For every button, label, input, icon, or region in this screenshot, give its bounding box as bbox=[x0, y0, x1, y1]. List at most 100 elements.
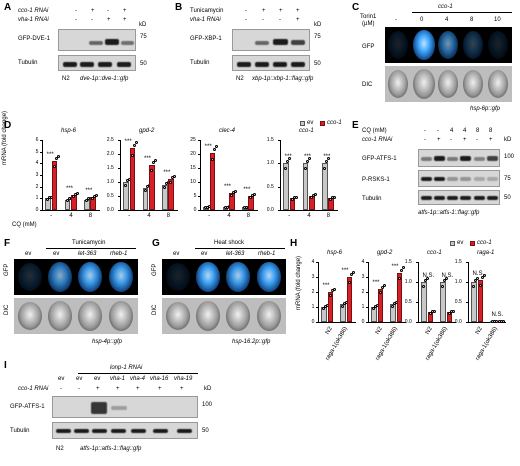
strain-label: hsp-16.2p::gfp bbox=[232, 339, 271, 345]
y-tick bbox=[278, 210, 280, 211]
significance-marker: *** bbox=[204, 143, 212, 150]
row-label: DIC bbox=[362, 82, 373, 88]
y-tick bbox=[366, 307, 368, 308]
x-tick-label: 8 bbox=[326, 213, 331, 219]
bar-cco1 bbox=[129, 148, 136, 210]
y-tick bbox=[416, 262, 418, 263]
significance-marker: *** bbox=[284, 154, 292, 161]
treatment-title: Heat shock bbox=[214, 240, 245, 246]
significance-marker: *** bbox=[163, 170, 171, 177]
row-label: cco-1 RNAi bbox=[18, 386, 49, 392]
data-point bbox=[214, 145, 218, 149]
y-tick-label: 0.0 bbox=[106, 207, 114, 213]
row-label: cco-1 RNAi bbox=[362, 137, 393, 143]
legend-swatch-cco1 bbox=[320, 121, 325, 126]
dose: 8 bbox=[470, 17, 474, 23]
y-tick bbox=[198, 196, 200, 197]
y-tick bbox=[118, 168, 120, 169]
y-tick-label: 20 bbox=[190, 151, 196, 157]
strain-label: atfs-1p::atfs-1::flag::gfp bbox=[418, 210, 480, 216]
blot-image bbox=[418, 170, 500, 187]
significance-marker: N.S. bbox=[472, 271, 485, 277]
col-label: vha-16 bbox=[150, 376, 169, 382]
y-tick bbox=[416, 322, 418, 323]
significance-marker: *** bbox=[224, 184, 232, 191]
blot-image bbox=[232, 29, 310, 51]
y-tick bbox=[118, 196, 120, 197]
blot-label: Tubulin bbox=[18, 60, 38, 66]
y-tick-label: 10 bbox=[190, 179, 196, 185]
y-tick-label: 4 bbox=[35, 160, 39, 167]
y-tick-label: 1.0 bbox=[454, 279, 462, 285]
kd-marker: 50 bbox=[504, 195, 511, 201]
x-axis bbox=[368, 322, 406, 323]
data-point bbox=[95, 194, 99, 198]
sign: + bbox=[96, 386, 100, 392]
data-point bbox=[333, 195, 337, 199]
significance-marker: *** bbox=[322, 283, 330, 289]
x-axis bbox=[280, 210, 338, 211]
x-tick-label: - bbox=[288, 213, 291, 219]
sign: + bbox=[262, 8, 266, 14]
chart-title: raga-1 bbox=[477, 250, 495, 256]
col-label: ev bbox=[173, 251, 180, 257]
y-axis-label: mRNA (fold change) bbox=[296, 255, 302, 310]
x-tick-label: 4 bbox=[69, 213, 73, 219]
strain-label: N2 bbox=[56, 446, 64, 452]
sign: + bbox=[463, 137, 467, 143]
y-tick-label: 2.0 bbox=[106, 151, 114, 157]
panel-label: A bbox=[4, 2, 12, 13]
x-axis bbox=[418, 322, 456, 323]
sign: - bbox=[476, 137, 478, 143]
y-tick-label: 1 bbox=[35, 195, 39, 202]
y-axis bbox=[418, 262, 419, 322]
y-axis bbox=[120, 140, 121, 210]
data-point bbox=[401, 266, 405, 270]
significance-marker: *** bbox=[66, 185, 74, 192]
sign: - bbox=[75, 17, 77, 23]
significance-marker: *** bbox=[372, 280, 380, 286]
strain-label: hsp-6p::gfp bbox=[470, 106, 501, 112]
y-tick-label: 3 bbox=[35, 172, 39, 178]
panel-label: I bbox=[4, 360, 7, 371]
y-tick bbox=[40, 175, 42, 176]
y-tick bbox=[40, 186, 42, 188]
legend-swatch-ev bbox=[450, 241, 455, 246]
col-label: rheb-1 bbox=[258, 251, 276, 257]
kd-marker: 100 bbox=[202, 402, 213, 408]
data-point bbox=[288, 157, 292, 161]
y-tick-label: 0.5 bbox=[404, 299, 412, 305]
chart-title: gpd-2 bbox=[139, 128, 155, 134]
y-axis bbox=[368, 262, 369, 322]
y-tick-label: 1.5 bbox=[454, 259, 462, 265]
data-point bbox=[230, 193, 233, 197]
significance-marker: *** bbox=[391, 263, 399, 270]
y-tick-label: 0.5 bbox=[454, 299, 462, 305]
y-tick bbox=[118, 140, 120, 141]
x-tick-label: N2 bbox=[375, 326, 385, 336]
y-tick-label: 0.0 bbox=[266, 207, 274, 213]
bar-ev bbox=[302, 163, 309, 210]
significance-marker: *** bbox=[304, 154, 312, 161]
y-tick bbox=[316, 322, 318, 323]
row-label: GFP bbox=[362, 44, 375, 50]
significance-marker: *** bbox=[323, 154, 331, 161]
data-point bbox=[330, 289, 334, 292]
dose: - bbox=[395, 17, 397, 23]
gfp-image-row bbox=[385, 27, 512, 63]
significance-marker: *** bbox=[46, 152, 54, 158]
torin-unit: (µM) bbox=[362, 21, 375, 27]
y-tick-label: 1 bbox=[311, 304, 315, 310]
y-axis bbox=[42, 140, 43, 210]
data-point bbox=[351, 271, 355, 274]
y-tick-label: 0 bbox=[193, 207, 197, 213]
x-axis bbox=[120, 210, 178, 211]
torin-label: Torin1 bbox=[360, 14, 377, 20]
col-label: let-363 bbox=[78, 251, 97, 257]
sign: + bbox=[296, 8, 300, 14]
legend-label: ev bbox=[307, 120, 314, 126]
data-point bbox=[382, 284, 386, 288]
sign: + bbox=[136, 386, 140, 392]
data-point bbox=[143, 188, 147, 192]
panel-label: B bbox=[175, 2, 183, 13]
